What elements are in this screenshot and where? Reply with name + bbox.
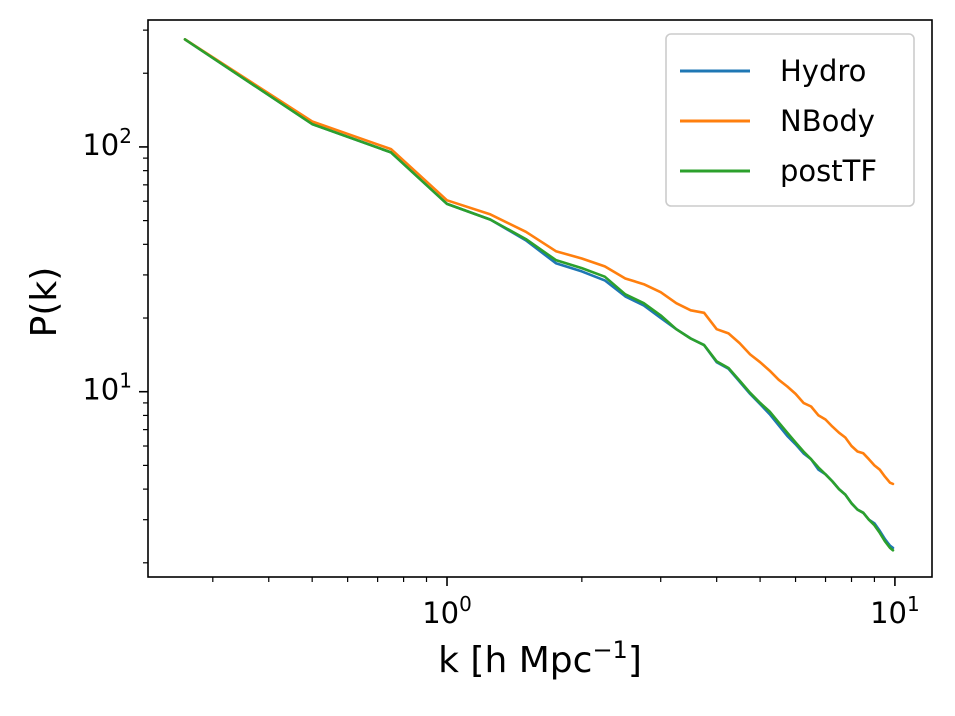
y-tick-label: 101 (82, 369, 132, 407)
series-line-posttf (183, 38, 895, 552)
y-axis-title: P(k) (24, 267, 65, 338)
legend-label-hydro: Hydro (780, 54, 866, 88)
series-line-nbody (183, 38, 895, 486)
y-tick-label: 102 (82, 124, 132, 162)
plot-frame (147, 19, 933, 578)
x-tick-label: 100 (422, 592, 472, 630)
x-tick-label: 101 (870, 592, 920, 630)
x-axis-title: k [h Mpc−1] (438, 636, 642, 681)
major-ticks: 100 101 101 102 (82, 124, 919, 630)
legend: Hydro NBody postTF (665, 33, 915, 207)
minor-ticks (143, 29, 876, 582)
series-layer (183, 38, 895, 552)
legend-label-nbody: NBody (780, 104, 875, 138)
legend-box (665, 33, 915, 207)
legend-label-posttf: postTF (780, 154, 877, 188)
